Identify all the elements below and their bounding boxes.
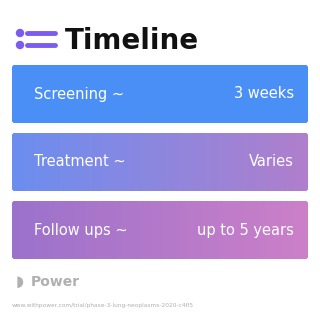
Text: up to 5 years: up to 5 years [197,222,294,237]
FancyBboxPatch shape [12,133,308,191]
Text: Timeline: Timeline [65,27,199,55]
Text: 3 weeks: 3 weeks [234,87,294,101]
Text: Treatment ~: Treatment ~ [34,154,126,169]
Text: www.withpower.com/trial/phase-3-lung-neoplasms-2020-c4fl5: www.withpower.com/trial/phase-3-lung-neo… [12,302,194,307]
Text: ◗: ◗ [16,274,24,289]
Text: Varies: Varies [249,154,294,169]
FancyBboxPatch shape [12,65,308,123]
Circle shape [17,42,23,48]
FancyBboxPatch shape [12,201,308,259]
Circle shape [17,29,23,37]
Text: Follow ups ~: Follow ups ~ [34,222,128,237]
Text: Power: Power [31,275,80,289]
Text: Screening ~: Screening ~ [34,87,124,101]
